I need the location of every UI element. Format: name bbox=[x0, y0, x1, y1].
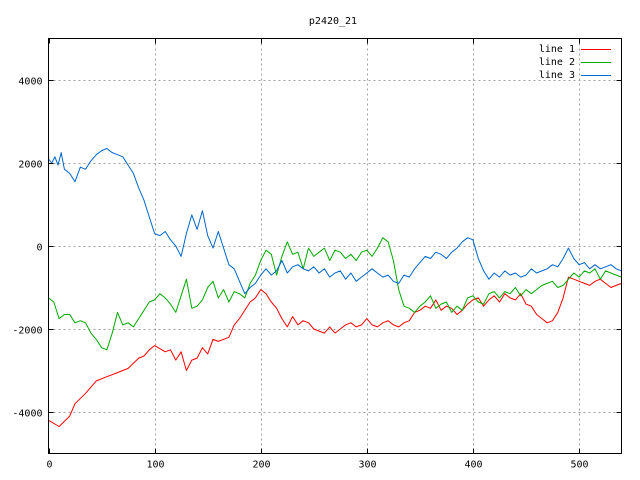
y-tick-label: 2000 bbox=[18, 160, 42, 171]
x-tick-label: 500 bbox=[570, 460, 588, 471]
series-line-3 bbox=[48, 148, 622, 295]
series-line-2 bbox=[48, 237, 622, 351]
y-tick-label: 0 bbox=[36, 243, 42, 254]
series-line-1 bbox=[48, 276, 622, 427]
x-tick-label: 300 bbox=[358, 460, 376, 471]
legend: line 1 line 2 line 3 bbox=[539, 44, 611, 81]
y-tick-label: -2000 bbox=[12, 326, 42, 337]
legend-label-2: line 2 bbox=[539, 57, 575, 68]
legend-label-3: line 3 bbox=[539, 70, 575, 81]
x-tick-label: 400 bbox=[464, 460, 482, 471]
grid-lines bbox=[48, 38, 622, 454]
x-tick-label: 0 bbox=[46, 460, 52, 471]
y-tick-label: -4000 bbox=[12, 409, 42, 420]
x-tick-label: 200 bbox=[252, 460, 270, 471]
legend-label-1: line 1 bbox=[539, 44, 575, 55]
plot-series bbox=[48, 148, 622, 427]
y-tick-label: 4000 bbox=[18, 77, 42, 88]
chart-title: p2420_21 bbox=[309, 16, 357, 27]
x-tick-label: 100 bbox=[146, 460, 164, 471]
axis-ticks: 0 100 200 300 400 500 -4000 -2000 0 2000 4000 bbox=[12, 38, 622, 471]
